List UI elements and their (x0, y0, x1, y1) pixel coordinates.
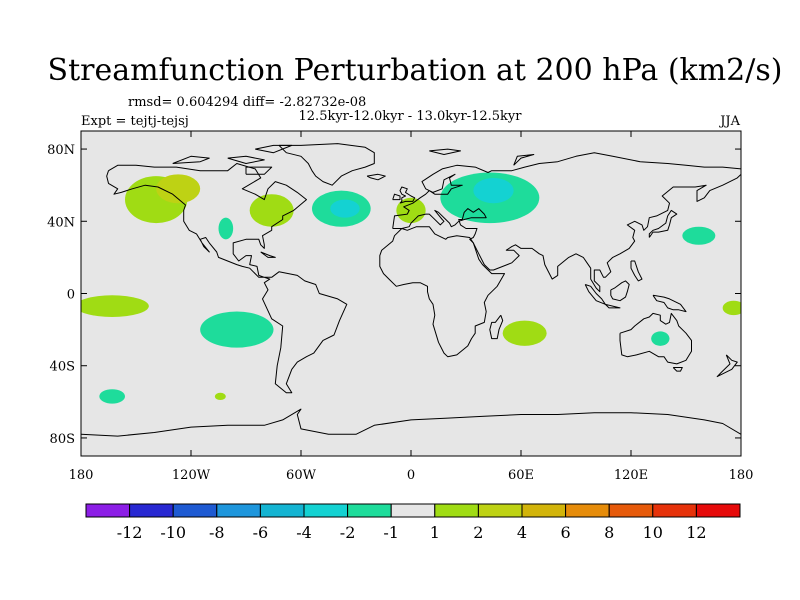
x-tick-label: 120W (172, 468, 211, 483)
x-tick-label: 180 (69, 468, 94, 483)
colorbar-swatch-14 (695, 503, 741, 518)
colorbar-swatch-0 (85, 503, 131, 518)
coastline-10 (366, 173, 386, 181)
colorbar-swatch-12 (608, 503, 654, 518)
coastline-21 (255, 144, 293, 154)
colorbar-label: -2 (340, 523, 356, 542)
coastline-2 (392, 152, 741, 229)
coastline-7 (489, 314, 504, 340)
colorbar-swatch-6 (347, 503, 392, 518)
colorbar-swatch-9 (477, 503, 523, 518)
coastline-0 (106, 163, 348, 394)
coastline-16 (716, 354, 738, 378)
x-tick-label: 180 (729, 468, 754, 483)
anomaly-patch-15 (99, 389, 125, 404)
coastline-13 (604, 303, 621, 309)
colorbar-swatch-4 (259, 503, 305, 518)
coastline-22 (245, 166, 273, 175)
stats-label: rmsd= 0.604294 diff= -2.82732e-08 (128, 95, 366, 110)
colorbar-label: 8 (604, 523, 614, 542)
period-label: 12.5kyr-12.0kyr - 13.0kyr-12.5kyr (299, 109, 523, 124)
colorbar-label: 10 (643, 523, 663, 542)
x-tick-label: 60E (508, 468, 534, 483)
map-area (81, 131, 741, 456)
coastline-18 (260, 251, 276, 258)
anomaly-patch-6 (396, 197, 426, 224)
coastline-14 (610, 280, 630, 302)
colorbar-label: -1 (383, 523, 399, 542)
colorbar-swatch-1 (129, 503, 174, 518)
y-tick-label: 80S (50, 432, 75, 447)
coastline-12 (584, 284, 606, 305)
y-tick-label: 40N (47, 215, 75, 230)
anomaly-patch-12 (502, 320, 547, 346)
chart-title: Streamfunction Perturbation at 200 hPa (… (48, 53, 783, 88)
coastline-layer (81, 143, 741, 437)
anomaly-patch-1 (156, 174, 201, 204)
colorbar-swatch-11 (565, 503, 610, 518)
x-tick-label: 0 (407, 468, 415, 483)
coastline-25 (672, 367, 683, 372)
colorbar-swatch-5 (303, 503, 349, 518)
anomaly-patch-2 (218, 217, 234, 240)
y-axis: 80N 40N 0 40S 80S (47, 143, 741, 447)
coastline-5 (619, 312, 692, 365)
colorbar-label: 6 (561, 523, 571, 542)
anomaly-layer (81, 172, 741, 404)
anomaly-patch-16 (214, 392, 226, 401)
coastline-24 (429, 148, 461, 155)
anomaly-patch-10 (81, 295, 149, 317)
x-tick-label: 120E (614, 468, 648, 483)
coastline-6 (81, 408, 741, 437)
colorbar-label: -10 (160, 523, 186, 542)
coastline-9 (392, 193, 401, 201)
anomaly-patch-9 (682, 226, 716, 245)
coastline-1 (278, 143, 375, 186)
colorbar-label: -4 (296, 523, 312, 542)
colorbar-label: 1 (430, 523, 440, 542)
coastline-8 (399, 186, 416, 204)
y-tick-label: 0 (67, 288, 75, 303)
x-axis: 180 120W 60W 0 60E 120E 180 (69, 131, 754, 483)
x-tick-label: 60W (286, 468, 317, 483)
coastline-3 (392, 173, 741, 293)
colorbar: -12 -10 -8 -6 -4 -2 -1 1 2 4 6 8 10 12 (85, 503, 741, 542)
anomaly-patch-3 (249, 194, 294, 227)
coastline-20 (227, 155, 265, 164)
colorbar-swatch-10 (521, 503, 567, 518)
colorbar-label: 12 (686, 523, 706, 542)
colorbar-swatch-2 (172, 503, 218, 518)
y-tick-label: 80N (47, 143, 75, 158)
colorbar-swatch-8 (434, 503, 479, 518)
season-label: JJA (718, 114, 740, 129)
colorbar-label: 4 (517, 523, 527, 542)
colorbar-label: -8 (209, 523, 225, 542)
anomaly-patch-11 (200, 311, 274, 348)
colorbar-swatch-3 (216, 503, 261, 518)
colorbar-swatch-13 (652, 503, 697, 518)
anomaly-patch-5 (330, 199, 360, 218)
coastline-4 (379, 226, 505, 358)
colorbar-swatch-7 (390, 503, 436, 518)
coastline-17 (630, 260, 643, 282)
colorbar-label: -6 (253, 523, 269, 542)
coastline-23 (513, 154, 535, 166)
experiment-label: Expt = tejtj-tejsj (81, 114, 189, 129)
colorbar-label: -12 (117, 523, 143, 542)
anomaly-patch-14 (722, 300, 741, 316)
colorbar-label: 2 (473, 523, 483, 542)
anomaly-patch-13 (651, 331, 670, 346)
anomaly-patch-8 (473, 177, 514, 204)
coastline-11 (648, 209, 678, 238)
coastline-19 (172, 155, 210, 164)
y-tick-label: 40S (50, 360, 75, 375)
coastline-15 (652, 294, 687, 313)
